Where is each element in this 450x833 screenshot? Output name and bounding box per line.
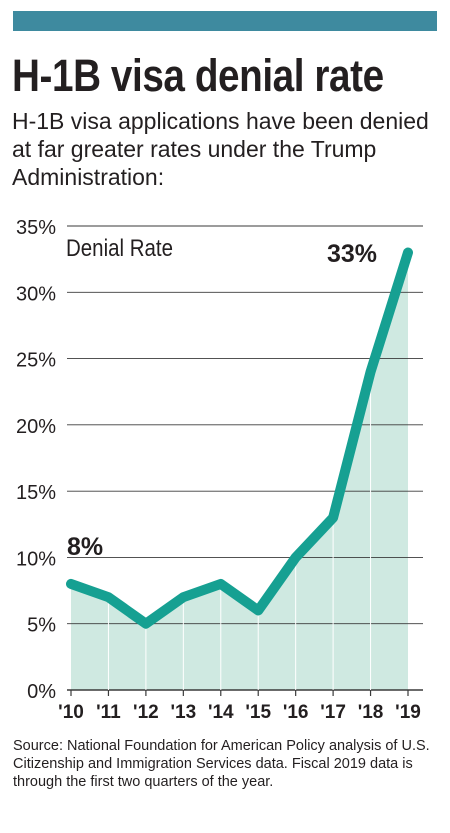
x-tick-label: '15 [245,702,271,723]
y-tick-label: 0% [27,681,56,703]
y-tick-label: 5% [27,615,56,637]
y-tick-label: 10% [16,548,56,570]
annotation-end-value: 33% [327,240,377,268]
chart-title: H-1B visa denial rate [12,50,384,101]
x-tick-label: '13 [171,702,197,723]
x-tick-label: '18 [358,702,384,723]
x-tick-label: '16 [283,702,309,723]
annotation-start-value: 8% [67,533,103,561]
denial-rate-chart: 0% 5% 10% 15% 20% 25% 30% 35% '10 '11 '12 '13 '14 '15… [16,217,423,723]
y-tick-label: 30% [16,283,56,305]
denial-rate-line [66,247,413,629]
area-fill [71,252,408,690]
y-tick-label: 20% [16,416,56,438]
chart-subtitle: H-1B visa applications have been denied … [12,108,429,190]
header-bar [13,11,437,31]
y-tick-label: 35% [16,217,56,239]
x-tick-label: '10 [58,702,84,723]
x-tick-label: '11 [96,702,121,723]
x-tick-label: '14 [208,702,234,723]
x-tick-label: '12 [133,702,159,723]
source-note: Source: National Foundation for American… [13,738,430,790]
x-tick-label: '17 [320,702,346,723]
y-tick-label: 25% [16,350,56,372]
series-label: Denial Rate [66,235,173,262]
y-tick-label: 15% [16,482,56,504]
x-tick-label: '19 [395,702,421,723]
